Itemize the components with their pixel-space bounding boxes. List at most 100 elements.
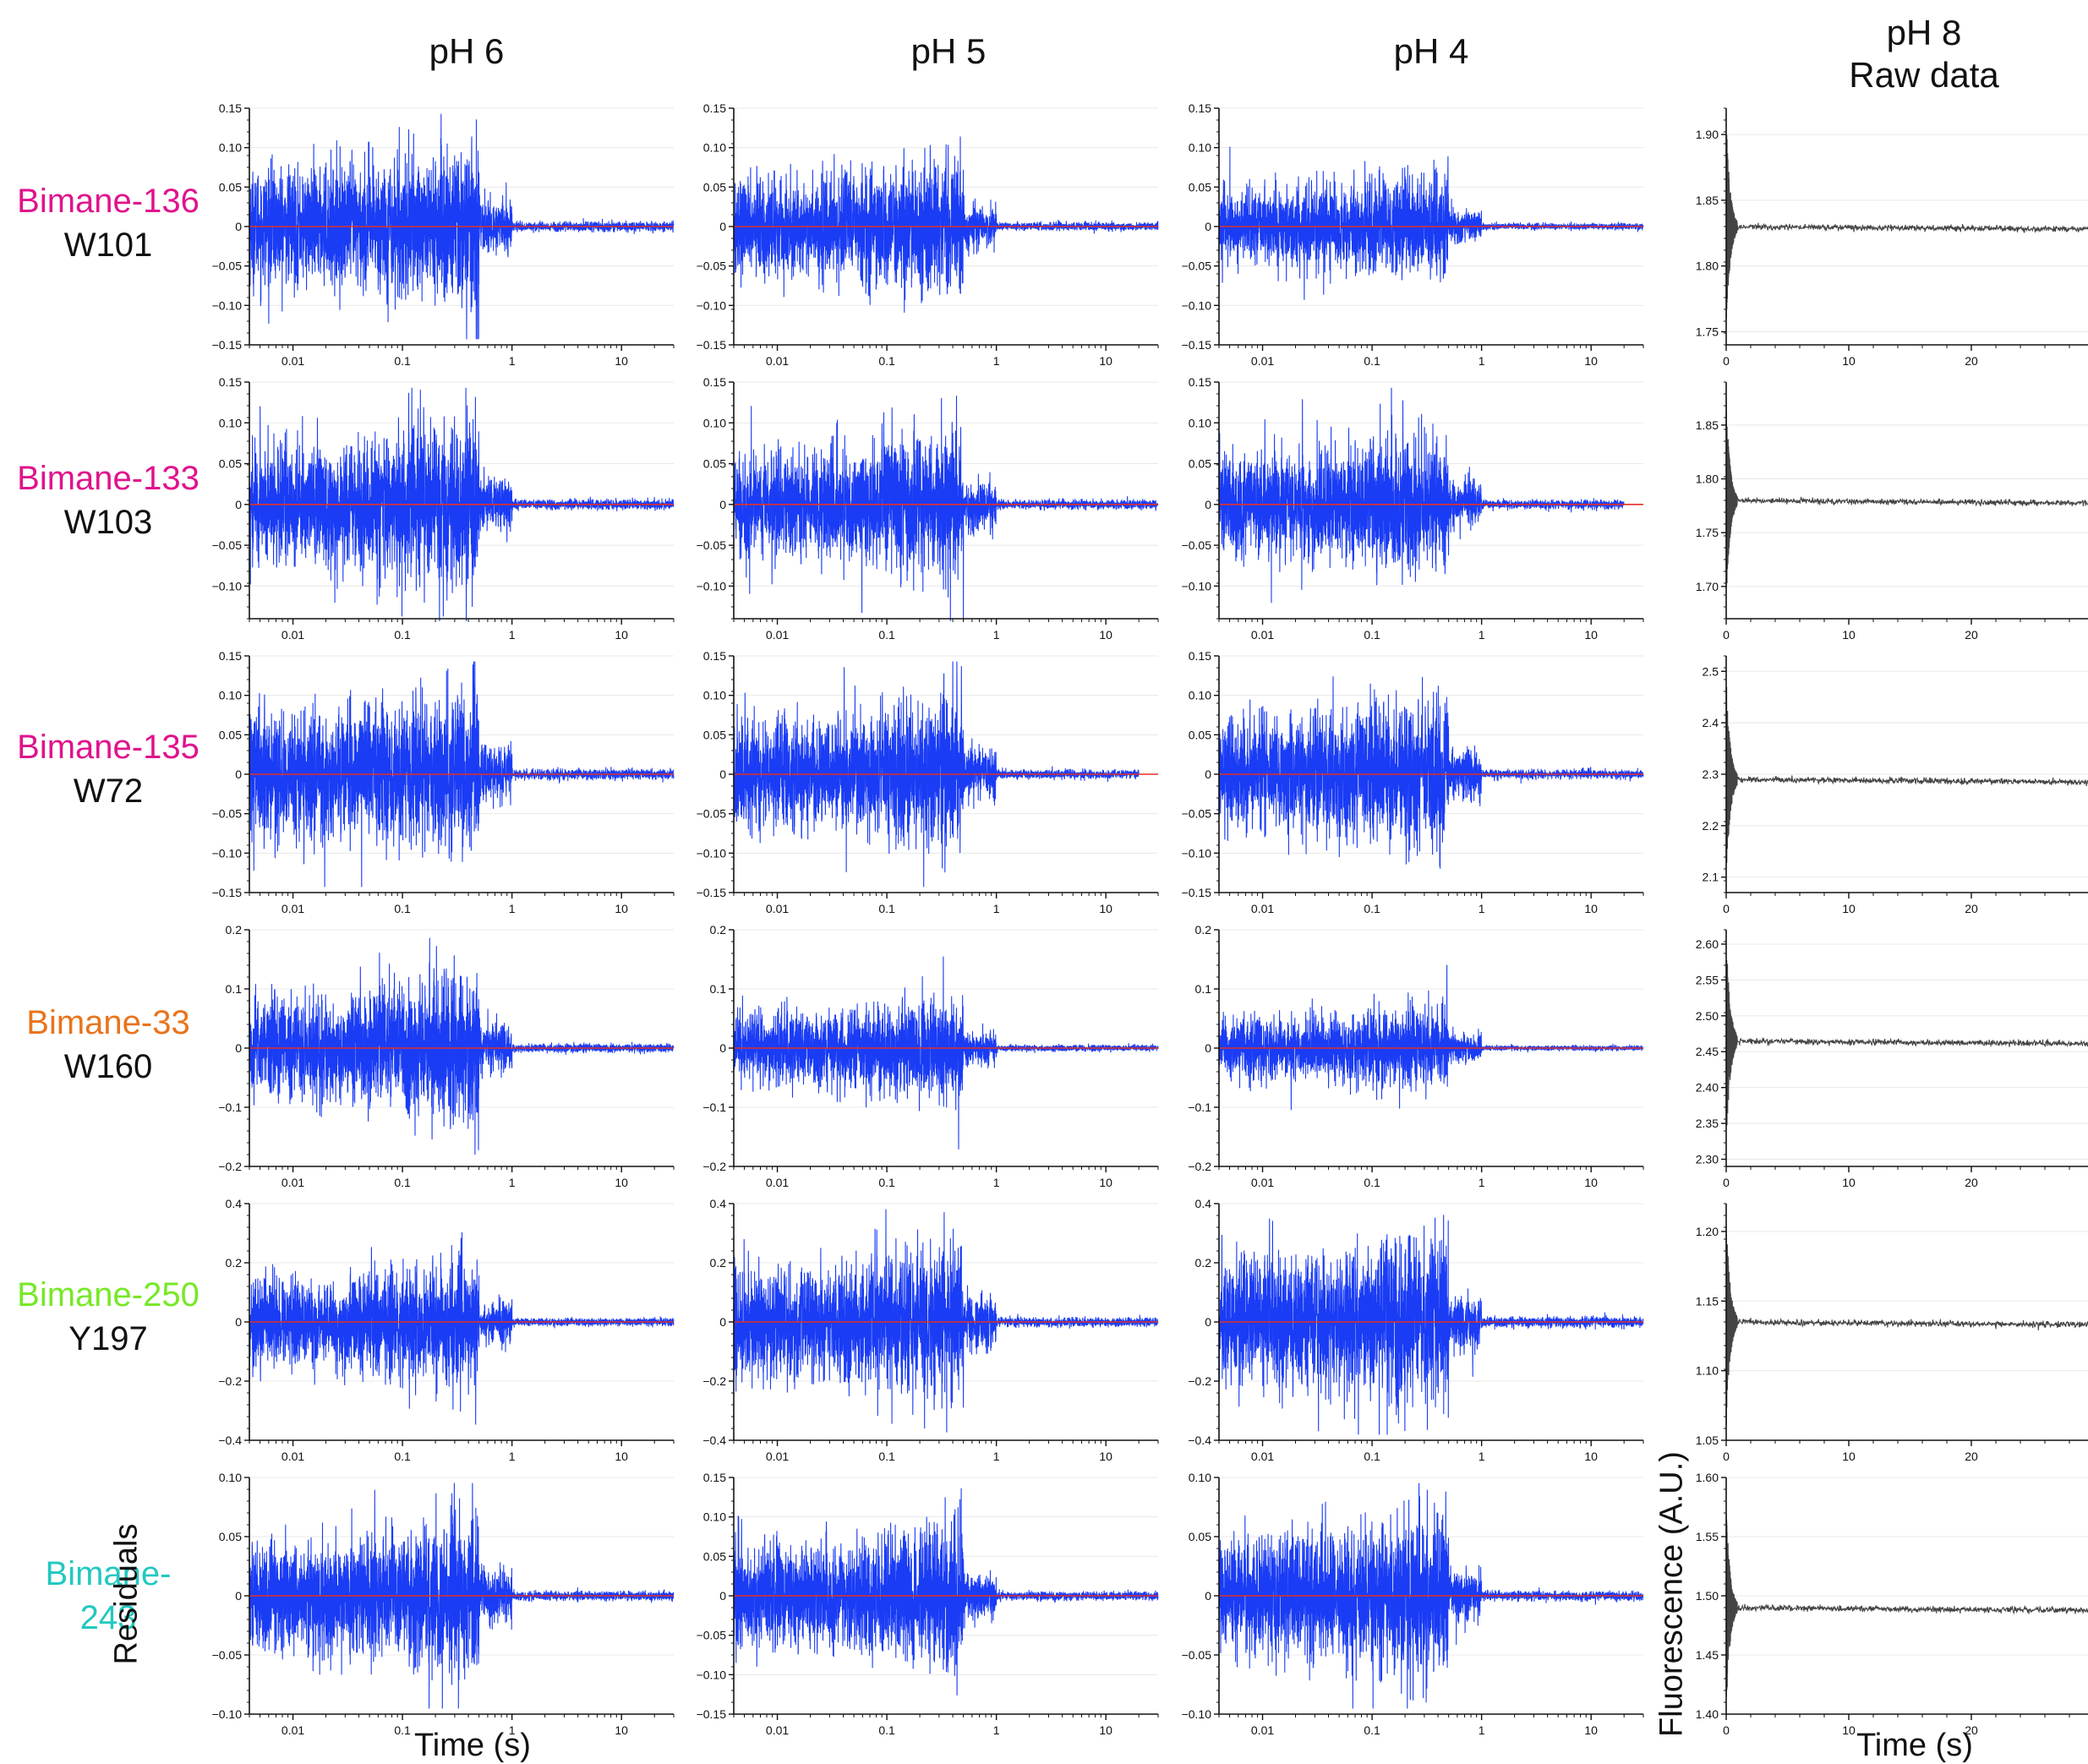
y-tick-label: 1.80	[1696, 259, 1719, 273]
y-tick-label: −0.05	[212, 1648, 243, 1662]
y-tick-label: −0.10	[697, 1668, 727, 1681]
y-tick-label: −0.05	[212, 807, 243, 821]
x-tick-label: 10	[1584, 1723, 1598, 1737]
row-label-5: Bimane-250 Y197	[8, 1273, 208, 1361]
residual-panel-r4-ph6: 0.2 0.1 0 −0.1 −0.2 0.01 0.1 1 10	[218, 923, 675, 1189]
y-tick-label: 0	[235, 767, 242, 781]
x-tick-label: 1	[993, 628, 1000, 642]
row-label-3: Bimane-135 W72	[8, 725, 208, 813]
y-tick-label: 0.15	[219, 375, 242, 389]
y-tick-label: 0.2	[1195, 923, 1212, 937]
y-tick-label: 0.10	[1189, 689, 1211, 702]
row-label-2-construct: Bimane-133	[17, 460, 200, 497]
y-tick-label: 0	[1205, 220, 1211, 233]
raw-panel-r5: 1.20 1.15 1.10 1.05 0 10 20	[1696, 1203, 2088, 1463]
y-tick-label: 0.4	[1195, 1197, 1212, 1210]
y-tick-label: 2.35	[1696, 1117, 1719, 1130]
row-label-3-residue: W72	[73, 773, 144, 810]
row-label-6-residue: 243	[79, 1599, 137, 1636]
y-tick-label: 0.05	[1189, 457, 1211, 471]
col-header-ph6: pH 6	[429, 31, 505, 71]
raw-panel-r4: 2.60 2.55 2.50 2.45 2.40 2.35 2.30 0 10 20	[1696, 929, 2088, 1189]
residual-panel-r3-ph4: 0.15 0.10 0.05 0 −0.05 −0.10 −0.15 0.01 0.1 1 10	[1182, 649, 1644, 915]
y-tick-label: −0.4	[218, 1434, 242, 1447]
residual-panel-r3-ph6: 0.15 0.10 0.05 0 −0.05 −0.10 −0.15 0.01 0.1 1 10	[212, 649, 675, 915]
y-tick-label: 0	[719, 498, 726, 511]
residual-trace	[1218, 964, 1644, 1111]
row-label-4: Bimane-33 W160	[8, 1001, 208, 1089]
x-tick-label: 10	[1099, 1723, 1112, 1737]
y-tick-label: −0.05	[1182, 807, 1212, 821]
x-tick-label: 10	[1099, 902, 1112, 915]
y-tick-label: −0.10	[697, 846, 727, 860]
y-tick-label: −0.10	[212, 579, 243, 593]
y-tick-label: 0	[235, 220, 242, 233]
x-tick-label: 0.1	[878, 1450, 895, 1463]
y-tick-label: −0.15	[1182, 886, 1212, 899]
x-tick-label: 1	[993, 902, 1000, 915]
y-tick-label: 0.2	[1195, 1256, 1212, 1270]
col-header-ph4: pH 4	[1393, 31, 1469, 71]
y-tick-label: 0.10	[219, 689, 242, 702]
x-tick-label: 0.01	[1251, 1450, 1274, 1463]
x-tick-label: 0.01	[1251, 354, 1274, 368]
y-tick-label: 0	[235, 498, 242, 511]
y-tick-label: 0.15	[703, 101, 726, 115]
y-tick-label: −0.05	[1182, 259, 1212, 273]
y-tick-label: 0	[235, 1315, 242, 1329]
x-tick-label: 0.01	[281, 1176, 304, 1189]
y-tick-label: 0.05	[703, 180, 726, 194]
y-tick-label: 0.10	[1189, 141, 1211, 155]
x-tick-label: 0	[1723, 1450, 1730, 1463]
residual-panel-r1-ph4: 0.15 0.10 0.05 0 −0.05 −0.10 −0.15 0.01 0.1 1 10	[1182, 101, 1644, 368]
y-tick-label: 0.10	[1189, 1471, 1211, 1484]
y-tick-label: 0.05	[1189, 1530, 1211, 1543]
residual-trace	[733, 1488, 1159, 1696]
x-tick-label: 1	[1479, 1176, 1485, 1189]
x-tick-label: 10	[1842, 354, 1856, 368]
x-tick-label: 0.01	[1251, 902, 1274, 915]
y-tick-label: 2.4	[1703, 716, 1719, 729]
x-tick-label: 10	[615, 354, 628, 368]
y-tick-label: 0.15	[703, 375, 726, 389]
x-tick-label: 20	[1965, 902, 1978, 915]
y-tick-label: 1.70	[1696, 580, 1719, 593]
x-tick-label: 20	[1965, 1450, 1978, 1463]
x-tick-label: 0.1	[1364, 354, 1380, 368]
y-tick-label: 1.90	[1696, 128, 1719, 141]
x-tick-label: 10	[615, 1450, 628, 1463]
residual-panel-r5-ph6: 0.4 0.2 0 −0.2 −0.4 0.01 0.1 1 10	[218, 1197, 675, 1463]
residual-trace	[1218, 1215, 1644, 1435]
y-tick-label: 0	[719, 1315, 726, 1329]
y-tick-label: 0.15	[219, 649, 242, 663]
y-tick-label: 1.40	[1696, 1707, 1719, 1721]
residual-trace	[249, 387, 675, 621]
y-tick-label: 0	[1205, 767, 1211, 781]
x-tick-label: 10	[1842, 628, 1856, 642]
y-tick-label: 0.10	[219, 1471, 242, 1484]
residual-panel-r4-ph4: 0.2 0.1 0 −0.1 −0.2 0.01 0.1 1 10	[1188, 923, 1644, 1189]
y-tick-label: 0.1	[1195, 982, 1212, 996]
row-label-5-residue: Y197	[68, 1320, 148, 1357]
residual-trace	[1218, 146, 1644, 300]
x-tick-label: 10	[1842, 1450, 1856, 1463]
x-tick-label: 10	[1099, 354, 1112, 368]
x-tick-label: 0.01	[766, 1176, 789, 1189]
x-tick-label: 1	[509, 1723, 516, 1737]
y-tick-label: 0.10	[1189, 416, 1211, 429]
y-tick-label: 1.45	[1696, 1648, 1719, 1662]
x-tick-label: 10	[1584, 354, 1598, 368]
x-tick-label: 20	[1965, 628, 1978, 642]
residual-trace	[1218, 387, 1625, 603]
y-tick-label: 0	[719, 1041, 726, 1055]
y-tick-label: −0.10	[1182, 298, 1212, 312]
residual-panel-r1-ph6: 0.15 0.10 0.05 0 −0.05 −0.10 −0.15 0.01 0.1 1 10	[212, 101, 675, 368]
raw-panel-r3: 2.5 2.4 2.3 2.2 2.1 0 10 20	[1703, 655, 2088, 915]
y-tick-label: −0.05	[212, 538, 243, 552]
y-tick-label: 0	[719, 1589, 726, 1603]
y-tick-label: 0.2	[226, 1256, 243, 1270]
y-tick-label: 1.10	[1696, 1364, 1719, 1378]
raw-trace	[1725, 1223, 2088, 1426]
x-tick-label: 1	[1479, 1723, 1485, 1737]
x-tick-label: 0.01	[766, 354, 789, 368]
